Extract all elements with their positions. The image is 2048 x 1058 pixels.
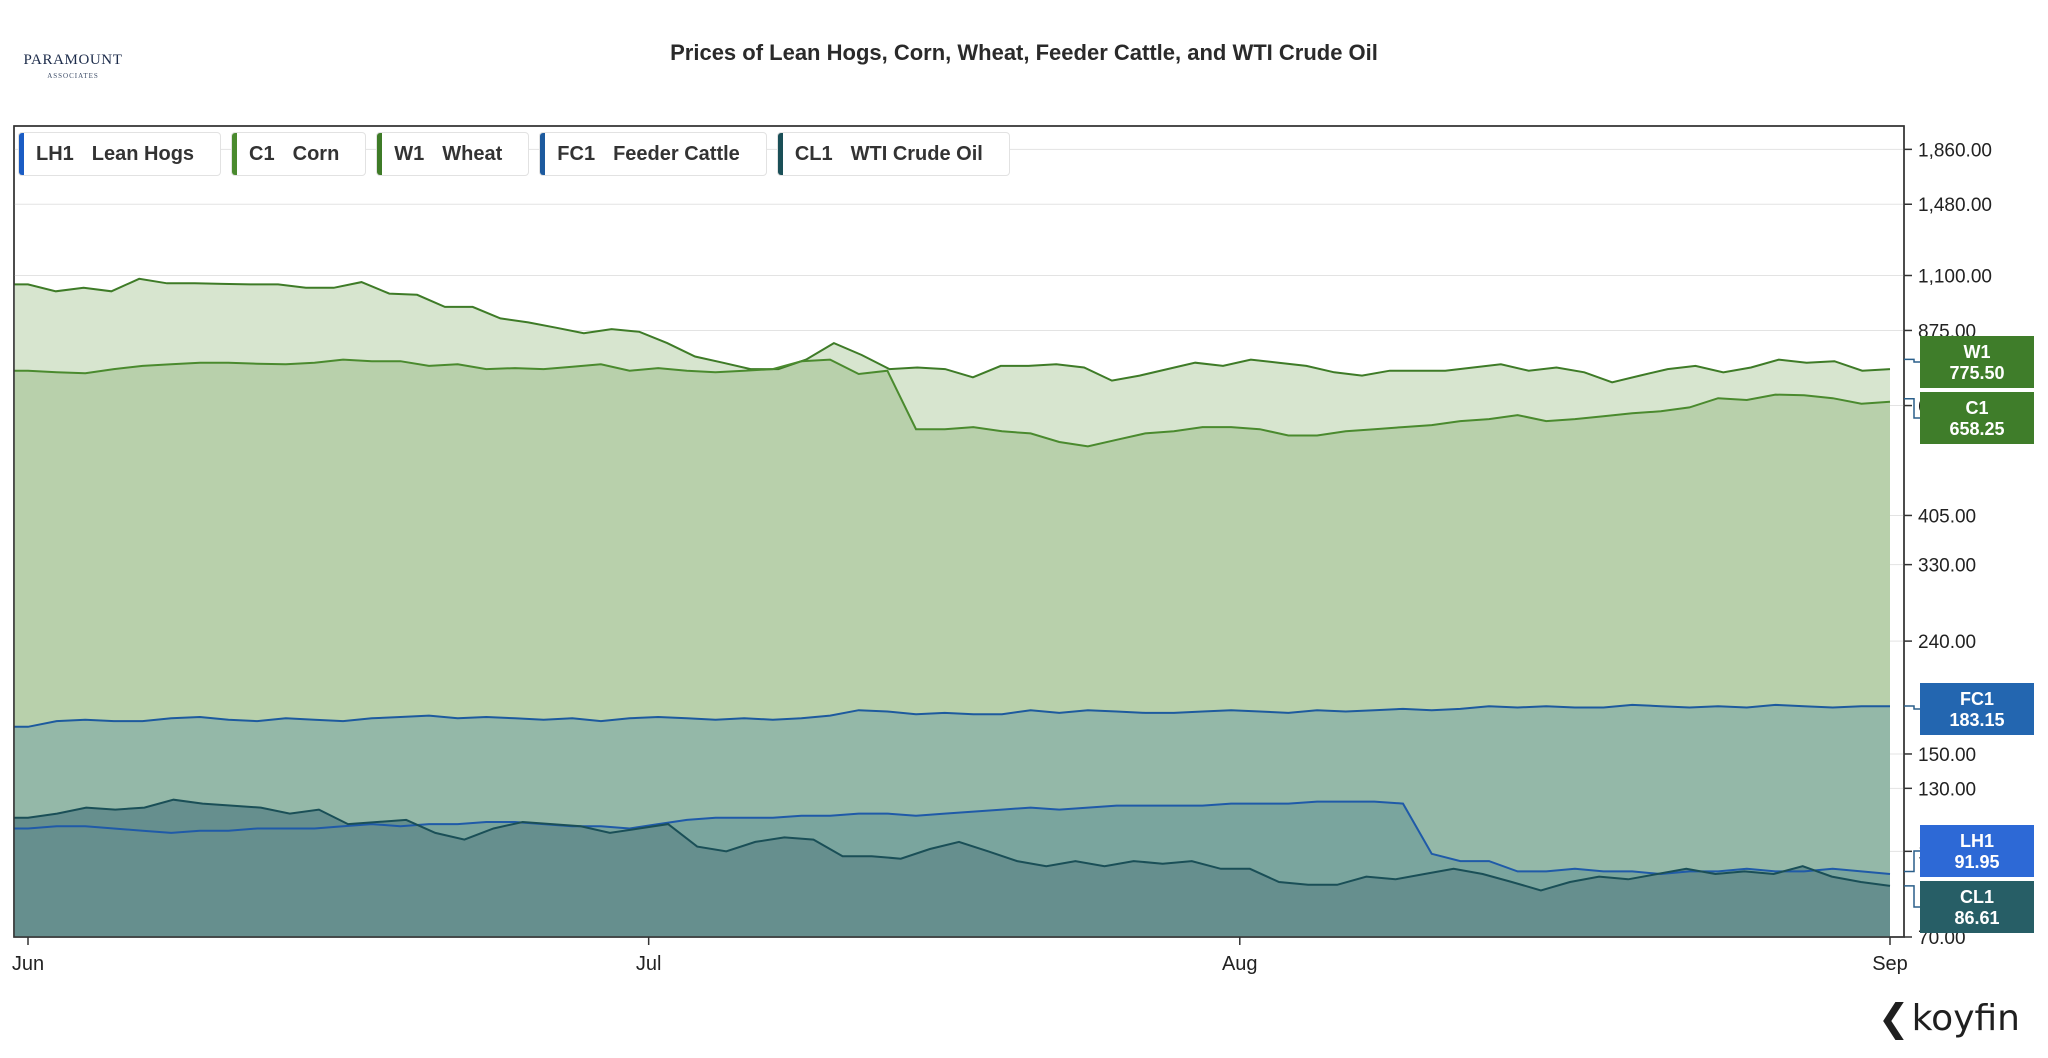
price-tag-ticker: C1: [1965, 398, 1988, 418]
legend-ticker: CL1: [794, 142, 833, 165]
x-tick-label: Jun: [12, 953, 44, 975]
legend-series-name: Feeder Cattle: [613, 142, 740, 165]
x-tick-label: Aug: [1222, 953, 1258, 975]
line-cl1: [14, 798, 1891, 892]
price-tag-cl1: [1920, 881, 2034, 933]
series-lines: [14, 277, 1891, 892]
line-w1: [14, 277, 1891, 384]
legend-series-name: Lean Hogs: [91, 142, 195, 165]
legend-ticker: FC1: [557, 142, 596, 165]
price-tag-c1: [1920, 392, 2034, 444]
y-tick-label: 1,100.00: [1918, 266, 1992, 287]
price-tag-connector: [1904, 850, 1920, 873]
y-tick-label: 240.00: [1918, 632, 1976, 653]
logo-name: PARAMOUNT: [23, 52, 123, 68]
legend-color-swatch: [19, 133, 24, 175]
koyfin-logo-icon: ❮: [1877, 996, 1910, 1040]
plot-frame-border: [13, 125, 1905, 938]
legend-item-fc1[interactable]: FC1 Feeder Cattle: [539, 132, 767, 176]
legend-item-lh1[interactable]: LH1 Lean Hogs: [18, 132, 222, 176]
legend-item-cl1[interactable]: CL1 WTI Crude Oil: [776, 132, 1010, 176]
price-tag-value: 91.95: [1954, 852, 1999, 872]
price-tag-value: 86.61: [1954, 908, 1999, 928]
logo-subtitle: ASSOCIATES: [47, 72, 99, 80]
price-tag-ticker: CL1: [1960, 887, 1994, 907]
legend-item-w1[interactable]: W1 Wheat: [376, 132, 530, 176]
legend-color-swatch: [540, 133, 546, 175]
legend-ticker: C1: [249, 142, 275, 165]
koyfin-wordmark: koyfin: [1911, 997, 2020, 1039]
legend-color-swatch: [377, 133, 383, 175]
area-cl1: [14, 799, 1890, 937]
y-tick-label: 150.00: [1918, 745, 1976, 766]
y-tick-label: 1,480.00: [1918, 195, 1992, 216]
price-tag-ticker: W1: [1964, 342, 1991, 362]
price-tag-value: 658.25: [1949, 419, 2004, 439]
legend-ticker: LH1: [36, 142, 74, 165]
y-tick-label: 70.00: [1918, 928, 1966, 949]
price-tag-connector: [1904, 398, 1920, 419]
x-tick-label: Sep: [1872, 953, 1908, 975]
line-c1: [14, 358, 1891, 448]
koyfin-brand: ❮ koyfin: [1878, 996, 2020, 1040]
legend: LH1 Lean Hogs C1 Corn W1 Wheat FC1 Feeder Cattl…: [18, 132, 1010, 176]
y-tick-label: 330.00: [1918, 556, 1976, 577]
series-areas: [14, 278, 1890, 938]
line-lh1: [14, 800, 1891, 876]
legend-series-name: Corn: [292, 142, 340, 165]
legend-ticker: W1: [394, 142, 425, 165]
price-tag-lh1: [1920, 825, 2034, 877]
x-axis: Jun Jul Aug Sep: [12, 937, 1908, 975]
price-tag-ticker: FC1: [1960, 689, 1994, 709]
paramount-logo: PARAMOUNT ASSOCIATES: [18, 52, 128, 80]
price-tag-fc1: [1920, 683, 2034, 735]
legend-color-swatch: [777, 133, 783, 175]
price-tag-connector: [1904, 885, 1920, 908]
price-tag-connector: [1904, 358, 1920, 363]
legend-series-name: Wheat: [442, 142, 503, 165]
y-tick-label: 130.00: [1918, 779, 1976, 800]
legend-color-swatch: [232, 133, 238, 175]
chart-title: Prices of Lean Hogs, Corn, Wheat, Feeder…: [670, 40, 1378, 65]
line-fc1: [14, 703, 1890, 728]
price-tag-value: 183.15: [1949, 710, 2004, 730]
legend-series-name: WTI Crude Oil: [850, 142, 983, 165]
y-tick-label: 1,860.00: [1918, 140, 1992, 161]
y-tick-label: 405.00: [1918, 506, 1976, 527]
price-tag-value: 775.50: [1949, 363, 2004, 383]
x-tick-label: Jul: [636, 953, 662, 975]
price-tag-connector: [1904, 705, 1920, 710]
legend-item-c1[interactable]: C1 Corn: [231, 132, 367, 176]
price-tag-w1: [1920, 336, 2034, 388]
price-tag-ticker: LH1: [1960, 831, 1994, 851]
